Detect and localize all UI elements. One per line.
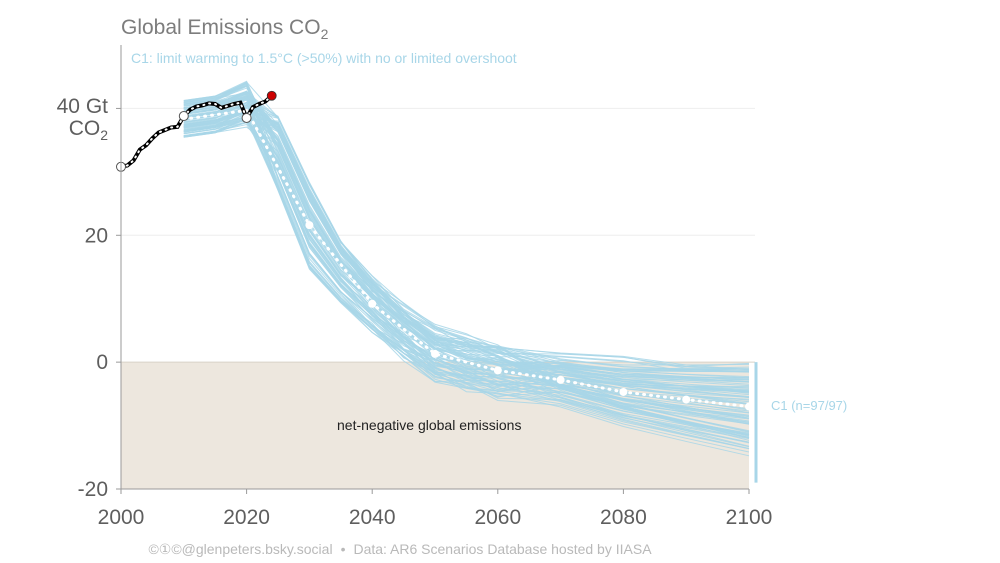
footer-credit: ©①©@glenpeters.bsky.social • Data: AR6 Sce… (148, 541, 652, 557)
scenario-line (183, 112, 750, 393)
median-line (182, 108, 751, 409)
scenario-line (183, 93, 750, 383)
median-point (745, 402, 753, 411)
median-point (431, 349, 439, 358)
historical-marker (178, 111, 189, 122)
x-tick-label: 2020 (223, 506, 270, 529)
scenario-line (183, 81, 750, 439)
x-tick-label: 2000 (98, 506, 145, 529)
footer-handle: ©①©@glenpeters.bsky.social (148, 541, 333, 557)
scenario-line (183, 104, 750, 432)
median-point (556, 375, 565, 384)
footer-source: Data: AR6 Scenarios Database hosted by I… (353, 541, 652, 557)
x-tick-label: 2080 (600, 506, 647, 529)
scenario-line (183, 116, 750, 436)
x-tick-label: 2040 (349, 506, 396, 529)
negative-region-label: net-negative global emissions (337, 417, 521, 433)
range-label: C1 (n=97/97) (771, 398, 847, 413)
historical-marker (241, 112, 252, 123)
y-tick-label: 0 (96, 351, 108, 374)
y-tick-label: -20 (78, 478, 108, 501)
x-tick-label: 2060 (474, 506, 521, 529)
scenario-line (183, 118, 750, 457)
median-point (619, 387, 628, 396)
scenario-line (183, 115, 750, 450)
median-point (682, 395, 691, 404)
chart-title: Global Emissions CO2 (121, 16, 329, 43)
y-tick-label: 20 (85, 224, 108, 247)
median-point (305, 221, 314, 230)
median-point (493, 366, 502, 375)
latest-point (266, 90, 277, 101)
chart-subtitle: C1: limit warming to 1.5°C (>50%) with n… (131, 50, 517, 66)
x-tick-label: 2100 (726, 506, 773, 529)
y-axis-label: 40 Gt CO2 (56, 95, 108, 144)
scenario-line (183, 97, 750, 383)
median-point (368, 299, 377, 308)
scenario-line (183, 115, 750, 378)
